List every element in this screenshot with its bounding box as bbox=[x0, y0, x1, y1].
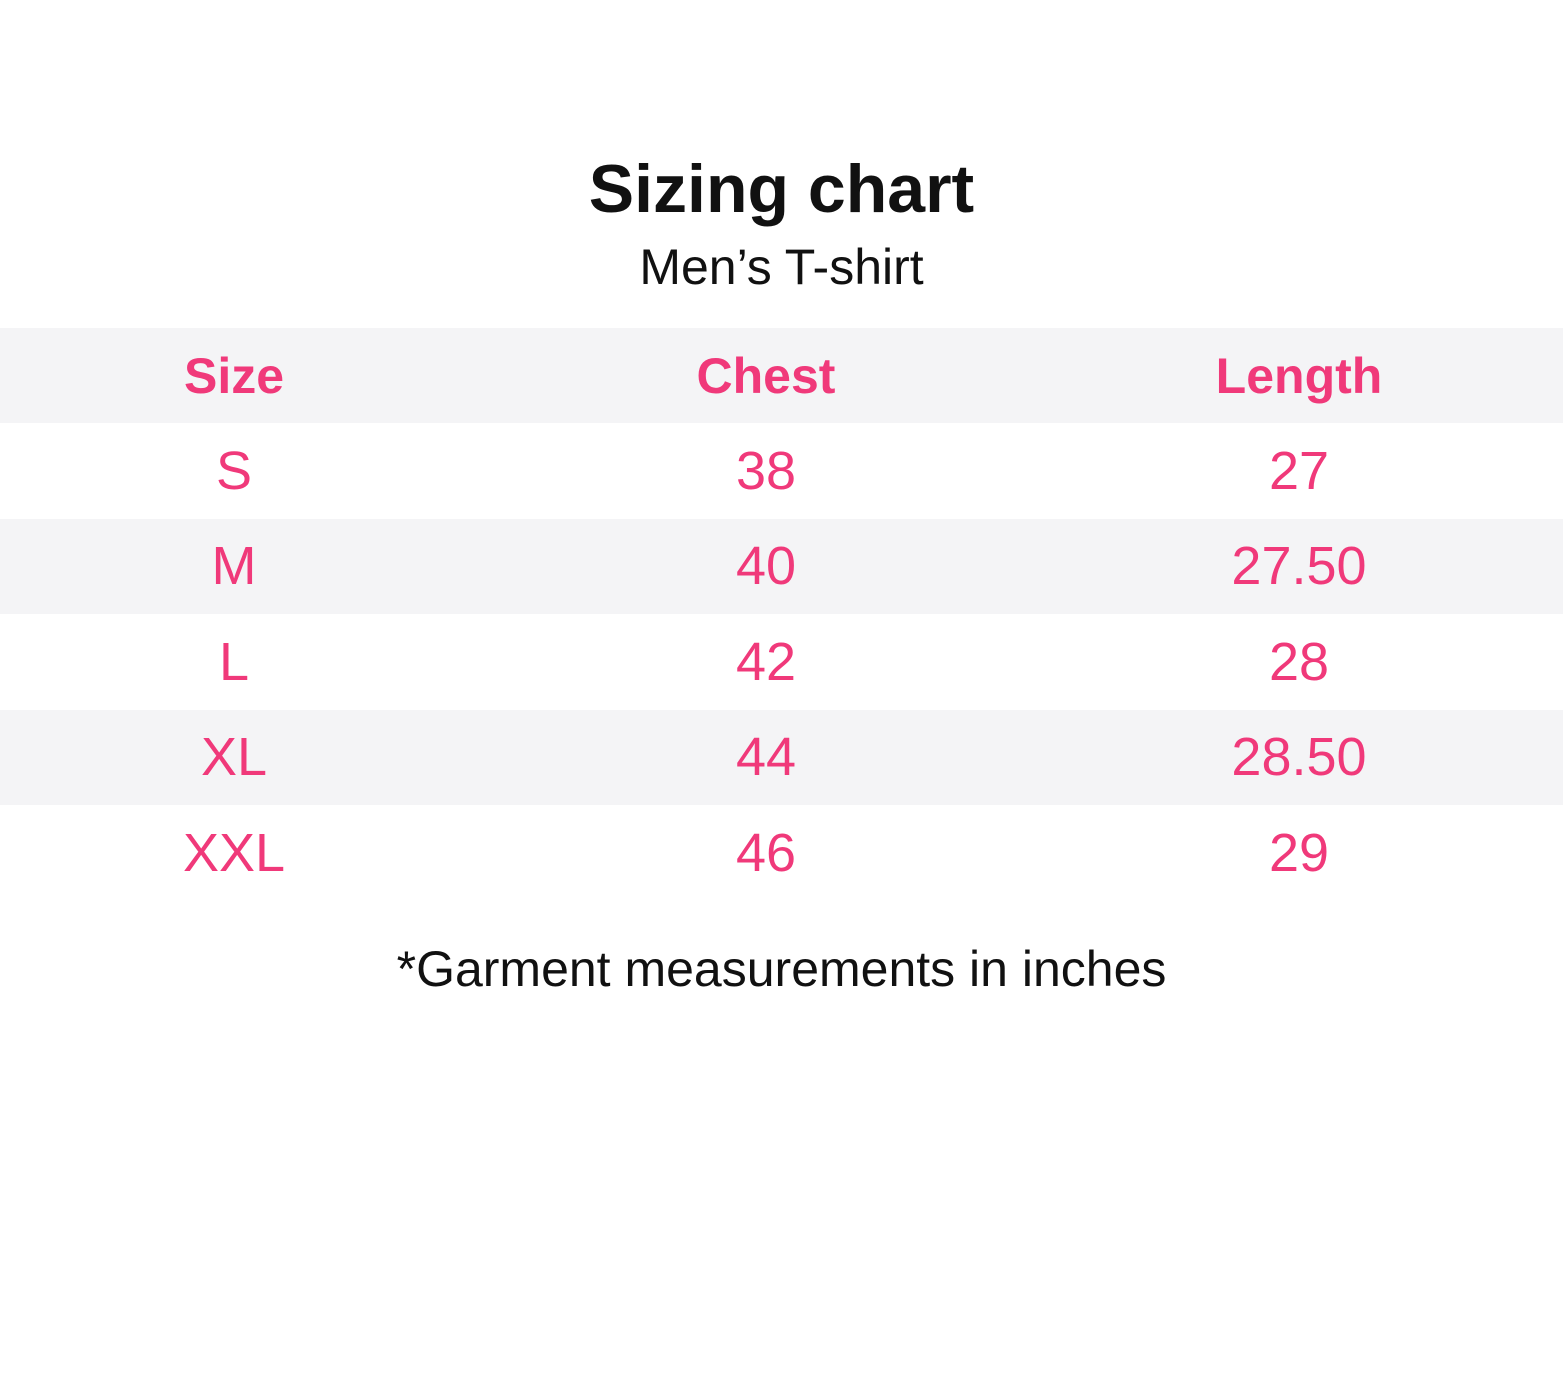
cell-size: XXL bbox=[182, 822, 286, 883]
cell-size: M bbox=[211, 536, 257, 597]
cell-size: L bbox=[218, 631, 250, 692]
cell-chest: 38 bbox=[735, 441, 797, 502]
cell-length: 29 bbox=[1268, 822, 1330, 883]
page-title: Sizing chart bbox=[588, 151, 975, 227]
cell-length: 27.50 bbox=[1231, 536, 1367, 597]
header-length: Length bbox=[1215, 347, 1383, 404]
cell-size: S bbox=[215, 441, 253, 502]
cell-length: 27 bbox=[1268, 441, 1330, 502]
cell-length: 28.50 bbox=[1231, 727, 1367, 788]
table-row: S 38 27 bbox=[0, 423, 1563, 518]
table-row: M 40 27.50 bbox=[0, 518, 1563, 615]
page-subtitle: Men’s T-shirt bbox=[639, 239, 924, 295]
header-chest: Chest bbox=[696, 347, 836, 404]
cell-chest: 44 bbox=[735, 727, 797, 788]
table-row: XXL 46 29 bbox=[0, 805, 1563, 900]
cell-size: XL bbox=[200, 727, 268, 788]
measurement-note: *Garment measurements in inches bbox=[396, 941, 1167, 997]
table-row: XL 44 28.50 bbox=[0, 709, 1563, 805]
cell-chest: 42 bbox=[735, 631, 797, 692]
table-header-row: Size Chest Length bbox=[0, 328, 1563, 424]
cell-chest: 40 bbox=[735, 536, 797, 597]
cell-length: 28 bbox=[1268, 631, 1330, 692]
cell-chest: 46 bbox=[735, 822, 797, 883]
header-size: Size bbox=[183, 347, 285, 404]
sizing-table: Size Chest Length S 38 27 M 40 27.50 L 4… bbox=[0, 328, 1563, 900]
table-row: L 42 28 bbox=[0, 614, 1563, 709]
